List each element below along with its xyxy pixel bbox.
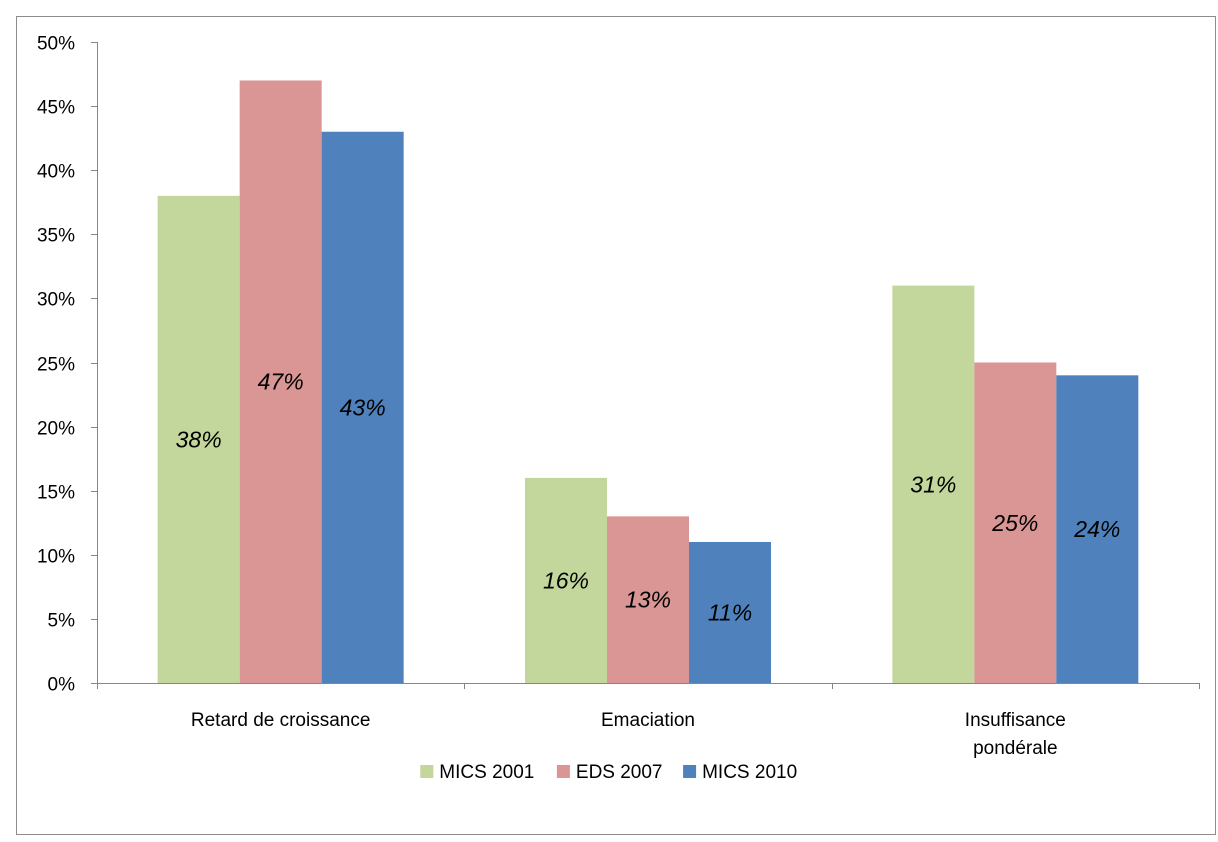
bar (321, 131, 404, 684)
data-label: 25% (991, 510, 1038, 536)
axes-group: 0% 5% 10% 15% 20% 25% 30% 35% 40% 45% 50% Retard de… (37, 34, 1200, 759)
x-category-label: Retard de croissance (191, 710, 371, 731)
legend-swatch (556, 765, 570, 778)
data-label: 13% (625, 587, 671, 613)
legend-item: MICS 2010 (683, 762, 797, 783)
data-label: 16% (543, 567, 589, 593)
legend-item: MICS 2001 (420, 762, 534, 783)
legend-swatch (683, 765, 697, 778)
bar (607, 516, 689, 683)
bar (525, 477, 607, 683)
y-tick-label: 45% (37, 98, 75, 119)
legend-swatch (420, 765, 434, 778)
data-label: 31% (910, 471, 956, 497)
y-tick-label: 35% (37, 226, 75, 247)
y-tick-label: 25% (37, 355, 75, 376)
bar (157, 195, 240, 683)
y-tick-label: 40% (37, 162, 75, 183)
x-category-label: Emaciation (601, 710, 695, 731)
bars-group (157, 80, 1139, 684)
legend: MICS 2001 EDS 2007 MICS 2010 (420, 762, 797, 783)
data-label: 38% (176, 426, 222, 452)
bar (1056, 375, 1139, 683)
x-category-label: Insuffisance pondérale (965, 710, 1066, 759)
legend-label: MICS 2001 (439, 762, 534, 783)
y-tick-label: 50% (37, 34, 75, 55)
legend-label: EDS 2007 (576, 762, 663, 783)
data-label: 11% (708, 599, 752, 625)
y-tick-label: 15% (37, 483, 75, 504)
y-tick-label: 0% (48, 675, 76, 696)
y-tick-label: 30% (37, 290, 75, 311)
data-labels-group: 38% 16% 31% 47% 13% 25% 43% 11% 24% (176, 369, 1121, 626)
y-tick-label: 10% (37, 547, 75, 568)
legend-label: MICS 2010 (702, 762, 797, 783)
bar (239, 80, 322, 683)
bar (689, 541, 771, 683)
bar (974, 362, 1057, 683)
bar (892, 285, 975, 683)
y-tick-label: 5% (48, 611, 76, 632)
data-label: 47% (258, 369, 304, 395)
legend-item: EDS 2007 (556, 762, 663, 783)
data-label: 43% (340, 394, 386, 420)
y-tick-label: 20% (37, 419, 75, 440)
data-label: 24% (1073, 516, 1120, 542)
